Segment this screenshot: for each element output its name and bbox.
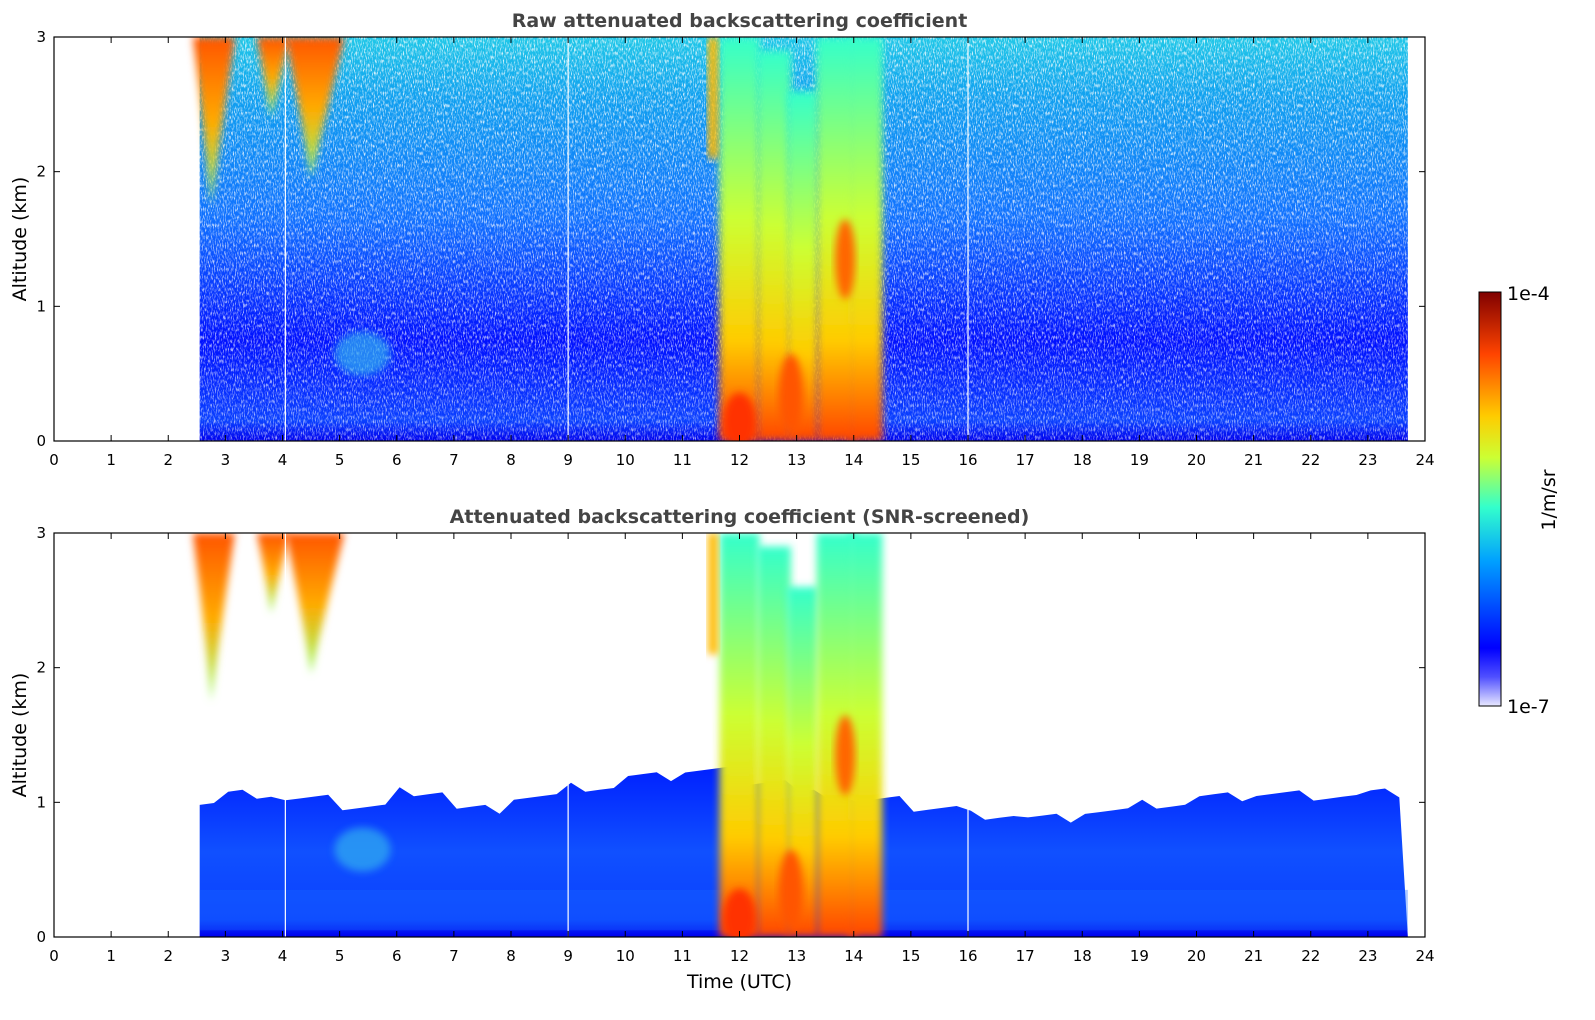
cloud-plume-1 [256,533,290,614]
y-tick-label: 1 [36,793,46,811]
x-tick-label: 7 [449,947,459,965]
y-axis-label: Altitude (km) [9,177,31,302]
cloud-plume-2 [285,37,345,179]
plume-core-2 [835,219,856,300]
x-tick-label: 3 [221,451,231,469]
cloud-plume-2 [285,533,345,675]
x-tick-label: 20 [1187,947,1206,965]
x-tick-label: 21 [1244,451,1263,469]
x-tick-label: 8 [506,947,516,965]
aerosol-layer [334,827,391,872]
cloud-plume-0 [192,533,235,702]
x-tick-label: 0 [49,451,59,469]
x-tick-label: 11 [673,947,692,965]
x-tick-label: 1 [106,451,116,469]
aerosol-layer [334,331,391,376]
colorbar-unit-label: 1/m/sr [1538,469,1560,530]
x-tick-label: 23 [1358,451,1377,469]
raw-panel: Raw attenuated backscattering coefficien… [9,10,1435,469]
plume-core-1 [778,353,803,434]
x-tick-label: 20 [1187,451,1206,469]
x-tick-label: 21 [1244,947,1263,965]
backscatter-field [192,533,1408,937]
y-axis-label: Altitude (km) [9,673,31,798]
x-tick-label: 6 [392,947,402,965]
x-tick-label: 12 [730,947,749,965]
x-tick-label: 4 [278,947,288,965]
x-tick-label: 4 [278,451,288,469]
x-tick-label: 7 [449,451,459,469]
x-tick-label: 10 [616,947,635,965]
x-tick-label: 2 [163,947,173,965]
x-tick-label: 13 [787,947,806,965]
x-tick-label: 0 [49,947,59,965]
y-tick-label: 3 [36,524,46,542]
x-tick-label: 24 [1415,451,1434,469]
x-tick-label: 19 [1130,451,1149,469]
x-tick-label: 9 [563,947,573,965]
x-tick-label: 16 [958,947,977,965]
colorbar: 1e-4 1e-7 1/m/sr [1478,283,1560,718]
x-tick-label: 22 [1301,451,1320,469]
x-tick-label: 19 [1130,947,1149,965]
x-tick-label: 22 [1301,947,1320,965]
colorbar-gradient [1478,291,1502,707]
x-tick-label: 1 [106,947,116,965]
y-tick-label: 3 [36,28,46,46]
x-tick-label: 17 [1016,947,1035,965]
backscatter-field [192,37,1408,441]
x-tick-label: 10 [616,451,635,469]
x-tick-label: 13 [787,451,806,469]
x-tick-label: 18 [1073,451,1092,469]
x-tick-label: 16 [958,451,977,469]
y-tick-label: 2 [36,659,46,677]
x-tick-label: 23 [1358,947,1377,965]
plume-core-0 [723,888,756,937]
screened-panel: Attenuated backscattering coefficient (S… [9,506,1435,993]
x-tick-label: 9 [563,451,573,469]
convective-plume-0 [719,533,760,937]
x-tick-label: 8 [506,451,516,469]
plume-core-0 [723,392,756,441]
plume-edge [708,533,719,655]
x-tick-label: 12 [730,451,749,469]
x-tick-label: 6 [392,451,402,469]
cloud-plume-0 [192,37,235,206]
plume-edge [708,37,719,159]
x-tick-label: 14 [844,947,863,965]
x-tick-label: 11 [673,451,692,469]
x-tick-label: 5 [335,947,345,965]
plume-core-2 [835,715,856,796]
cloud-plume-1 [256,37,290,118]
x-tick-label: 14 [844,451,863,469]
colorbar-min-label: 1e-7 [1507,696,1550,718]
y-tick-label: 0 [36,928,46,946]
y-tick-label: 2 [36,163,46,181]
y-tick-label: 0 [36,432,46,450]
panel-title: Raw attenuated backscattering coefficien… [512,10,968,32]
x-tick-label: 5 [335,451,345,469]
plume-core-1 [778,849,803,930]
x-tick-label: 24 [1415,947,1434,965]
x-tick-label: 2 [163,451,173,469]
x-tick-label: 15 [901,947,920,965]
x-tick-label: 15 [901,451,920,469]
x-axis-label: Time (UTC) [686,971,792,993]
y-tick-label: 1 [36,297,46,315]
x-tick-label: 17 [1016,451,1035,469]
x-tick-label: 3 [221,947,231,965]
panel-title: Attenuated backscattering coefficient (S… [450,506,1030,528]
convective-plume-0 [719,37,760,441]
x-tick-label: 18 [1073,947,1092,965]
colorbar-max-label: 1e-4 [1507,283,1550,305]
